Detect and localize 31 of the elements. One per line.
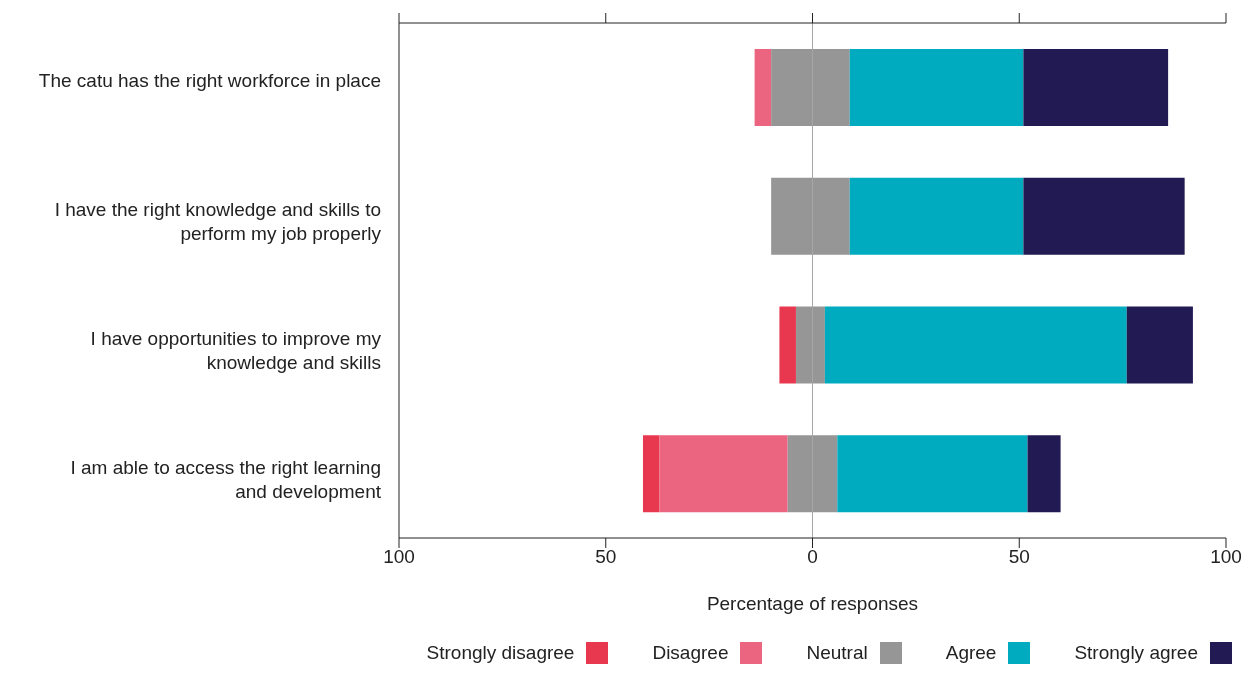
y-tick-label: I have opportunities to improve my knowledge and skills: [90, 327, 382, 373]
bar: [837, 435, 1028, 513]
bar: [1023, 49, 1169, 126]
bar: [771, 49, 850, 126]
x-tick-label: 50: [1008, 546, 1030, 568]
bar: [642, 435, 660, 513]
y-tick-label: I have the right knowledge and skills to perform my job properly: [54, 199, 382, 245]
legend-label: Disagree: [652, 642, 729, 664]
bar: [795, 306, 825, 384]
x-tick-label: 100: [1210, 546, 1242, 568]
bar: [787, 435, 838, 513]
y-tick-label: The catu has the right workforce in place: [38, 70, 381, 92]
bar: [754, 49, 772, 126]
x-axis-title: Percentage of responses: [706, 593, 919, 614]
legend-label: Strongly agree: [1074, 642, 1198, 664]
bar: [849, 49, 1024, 126]
x-tick-label: 100: [383, 546, 415, 568]
bar: [824, 306, 1127, 384]
legend-label: Agree: [945, 642, 997, 664]
legend-label: Strongly disagree: [426, 642, 575, 664]
bar: [779, 306, 796, 384]
bar: [849, 177, 1024, 255]
x-tick-label: 0: [807, 546, 818, 568]
bar: [1023, 177, 1185, 255]
bar: [659, 435, 788, 513]
bar: [1126, 306, 1193, 384]
bar: [771, 177, 850, 255]
y-tick-label: I am able to access the right learning and development: [70, 456, 382, 502]
legend-label: Neutral: [806, 642, 868, 664]
bar: [1027, 435, 1061, 513]
x-tick-label: 50: [595, 546, 617, 568]
